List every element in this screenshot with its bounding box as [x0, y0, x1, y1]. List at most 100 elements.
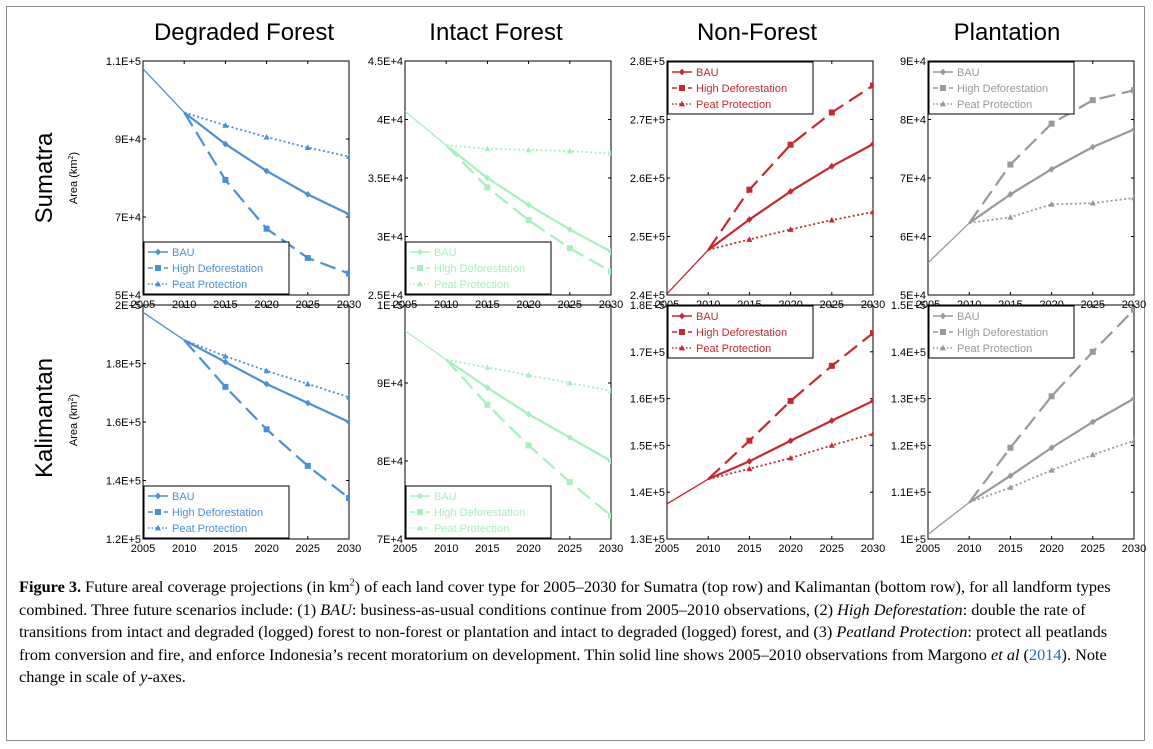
legend-entry-bau: BAU — [696, 67, 719, 79]
column-title-intact-forest: Intact Forest — [429, 19, 563, 46]
data-point-bau — [1131, 395, 1134, 402]
series-peat-protection — [183, 111, 349, 159]
series-line-bau — [707, 143, 873, 251]
y-tick-label: 1.1E+5 — [891, 487, 926, 499]
data-point-bau — [222, 140, 229, 148]
legend-marker-bau — [155, 492, 161, 500]
series-line-peat-protection — [446, 358, 611, 392]
data-point-peat-protection — [1048, 201, 1055, 207]
y-tick-label: 2.6E+5 — [630, 173, 665, 185]
data-point-high-deforestation — [746, 186, 753, 193]
data-point-high-deforestation — [1007, 161, 1014, 168]
y-tick-label: 3.5E+4 — [368, 173, 403, 185]
legend-entry-peat-protection: Peat Protection — [957, 343, 1032, 355]
y-tick-label: 1.5E+5 — [891, 300, 926, 312]
x-tick-label: 2005 — [655, 543, 679, 555]
legend-entry-bau: BAU — [434, 247, 457, 259]
series-high-deforestation — [968, 306, 1134, 504]
data-point-peat-protection — [608, 150, 611, 156]
legend: BAU High Deforestation Peat Protection — [667, 61, 814, 115]
series-bau — [968, 126, 1134, 224]
panel-r1-c3: 2005 2010 2015 2020 2025 2030 1E+5 1.1E+5 1.2E+5… — [891, 300, 1146, 555]
y-tick-label: 7E+4 — [377, 534, 403, 546]
observed-line — [667, 249, 709, 295]
data-point-peat-protection — [1089, 199, 1096, 206]
series-bau — [445, 358, 611, 465]
caption-text-6: ( — [1019, 644, 1029, 664]
data-point-high-deforestation — [484, 184, 491, 191]
data-point-peat-protection — [1131, 194, 1134, 201]
legend-marker-bau — [155, 248, 161, 256]
legend-marker-high-deforestation — [155, 509, 161, 515]
legend-marker-bau — [417, 248, 423, 256]
data-point-bau — [263, 380, 270, 388]
legend-marker-peat-protection — [155, 280, 161, 287]
data-point-high-deforestation — [1131, 87, 1134, 94]
series-line-bau — [183, 111, 349, 216]
y-tick-label: 1.3E+5 — [630, 534, 665, 546]
data-layer — [667, 330, 873, 505]
x-tick-label: 2010 — [172, 543, 196, 555]
data-point-peat-protection — [304, 380, 311, 387]
data-point-peat-protection — [787, 226, 794, 232]
observed-line — [667, 478, 709, 505]
series-peat-protection — [968, 437, 1134, 504]
data-point-peat-protection — [222, 122, 229, 128]
column-titles: Degraded Forest Intact Forest Non-Forest… — [154, 19, 1060, 46]
x-tick-label: 2010 — [957, 543, 981, 555]
data-point-bau — [1048, 165, 1055, 173]
series-high-deforestation — [183, 339, 349, 502]
reference-link[interactable]: 2014 — [1028, 644, 1062, 664]
series-bau — [707, 140, 873, 251]
data-point-high-deforestation — [346, 270, 349, 277]
y-tick-label: 1.6E+5 — [106, 417, 141, 429]
data-point-high-deforestation — [484, 401, 491, 408]
data-point-high-deforestation — [304, 462, 311, 469]
x-tick-label: 2015 — [737, 543, 761, 555]
series-line-peat-protection — [707, 432, 873, 480]
data-point-peat-protection — [566, 379, 573, 386]
y-tick-label: 3E+4 — [377, 232, 403, 244]
caption-text-7: ). Note change in scale of — [19, 644, 1107, 687]
y-tick-label: 7E+4 — [900, 173, 926, 185]
x-tick-label: 2005 — [131, 543, 155, 555]
y-tick-label: 8E+4 — [377, 456, 403, 468]
legend-marker-high-deforestation — [679, 85, 685, 91]
data-point-peat-protection — [746, 465, 753, 472]
observed-line — [143, 68, 185, 113]
data-point-high-deforestation — [608, 512, 611, 519]
data-point-bau — [346, 210, 349, 218]
y-tick-label: 1.3E+5 — [891, 394, 926, 406]
series-bau — [183, 339, 349, 426]
data-point-peat-protection — [263, 367, 270, 374]
data-point-bau — [870, 397, 873, 405]
y-tick-label: 5E+4 — [900, 290, 926, 302]
y-tick-label: 9E+4 — [377, 378, 403, 390]
data-point-bau — [484, 384, 491, 392]
legend-entry-high-deforestation: High Deforestation — [434, 263, 525, 275]
data-point-bau — [525, 201, 532, 209]
x-tick-label: 2030 — [337, 543, 361, 555]
data-point-peat-protection — [525, 146, 532, 153]
series-line-peat-protection — [707, 211, 873, 251]
y-tick-label: 4.5E+4 — [368, 56, 403, 68]
y-tick-label: 1.8E+5 — [630, 300, 665, 312]
y-tick-label: 4E+4 — [377, 115, 403, 127]
legend-marker-peat-protection — [940, 100, 946, 107]
data-point-peat-protection — [525, 372, 532, 378]
data-point-high-deforestation — [870, 82, 873, 89]
data-point-peat-protection — [1131, 437, 1134, 444]
axes-frame — [142, 60, 350, 296]
observed-line — [928, 501, 970, 535]
caption-peatland-protection: Peatland Protection — [836, 622, 968, 642]
data-point-peat-protection — [222, 352, 229, 359]
x-tick-label: 2015 — [998, 543, 1022, 555]
figure-label: Figure 3. — [19, 577, 82, 596]
data-layer — [928, 306, 1134, 535]
data-point-high-deforestation — [525, 442, 532, 449]
data-point-high-deforestation — [787, 397, 794, 404]
data-point-peat-protection — [304, 144, 311, 150]
data-point-high-deforestation — [787, 141, 794, 148]
data-point-high-deforestation — [346, 495, 349, 502]
row-titles: Sumatra Kalimantan Area (km2) Area (km2) — [31, 132, 80, 478]
